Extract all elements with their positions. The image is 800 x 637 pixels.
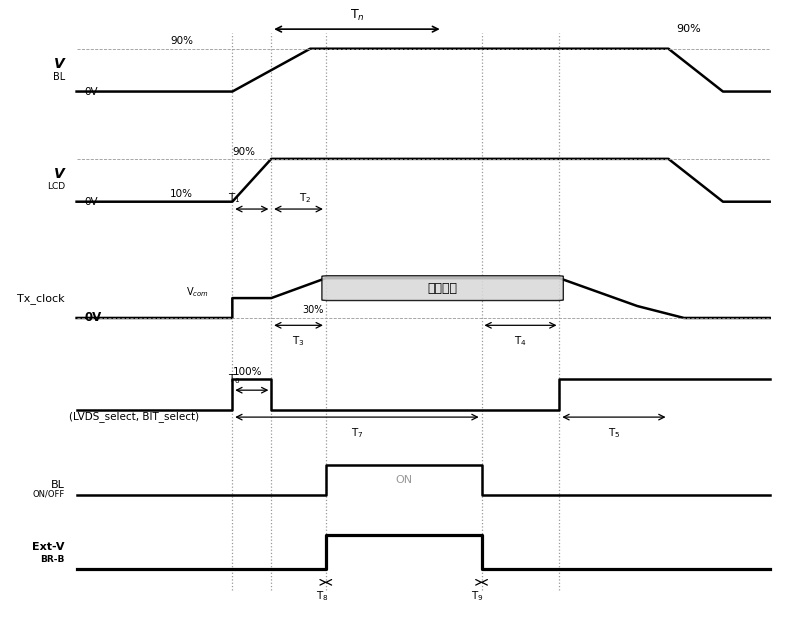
Text: 0V: 0V [84,197,98,207]
Text: T$_3$: T$_3$ [292,334,305,348]
Text: ON/OFF: ON/OFF [33,489,65,498]
Text: T$_5$: T$_5$ [608,426,620,440]
Text: V: V [54,57,65,71]
Text: 0V: 0V [84,311,102,324]
Text: 90%: 90% [170,36,193,46]
Text: LCD: LCD [46,182,65,191]
Text: T$_n$: T$_n$ [350,8,364,23]
Text: 10%: 10% [170,189,193,199]
Text: 90%: 90% [232,147,255,157]
Text: Ext-V: Ext-V [32,542,65,552]
Text: T$_7$: T$_7$ [350,426,363,440]
Text: V$_{com}$: V$_{com}$ [186,285,209,299]
Text: 0V: 0V [84,87,98,97]
FancyBboxPatch shape [322,276,563,301]
Text: T$_9$: T$_9$ [471,590,484,603]
Text: 90%: 90% [676,24,701,34]
Text: BL: BL [51,480,65,490]
Text: V: V [54,167,65,181]
Text: T$_6$: T$_6$ [229,372,241,386]
Text: 100%: 100% [232,367,262,377]
Text: 30%: 30% [302,305,324,315]
Text: Tx_clock: Tx_clock [18,292,65,304]
Text: T$_1$: T$_1$ [229,191,241,204]
Text: 有效数据: 有效数据 [428,282,458,295]
Text: BR-B: BR-B [41,555,65,564]
Text: (LVDS_select, BIT_select): (LVDS_select, BIT_select) [69,411,199,422]
Text: BL: BL [53,71,65,82]
Text: T$_4$: T$_4$ [514,334,527,348]
Text: ON: ON [395,475,412,485]
Text: T$_8$: T$_8$ [315,590,328,603]
Text: T$_2$: T$_2$ [298,191,311,204]
